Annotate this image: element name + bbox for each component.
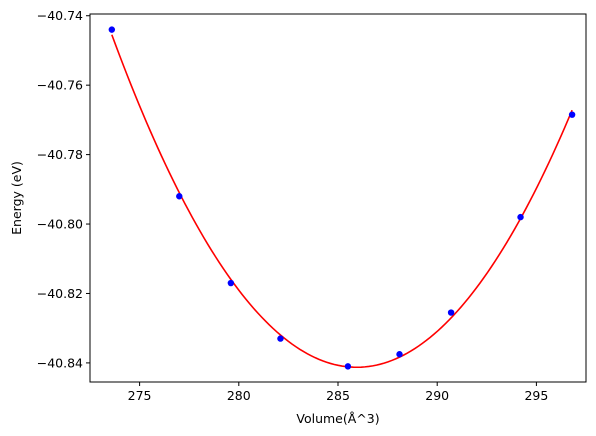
y-tick-label: −40.82 [37, 286, 83, 301]
data-point [344, 363, 352, 370]
data-point [227, 279, 235, 287]
y-axis-label: Energy (eV) [9, 161, 24, 235]
data-point [568, 111, 576, 118]
y-tick-label: −40.76 [37, 78, 83, 93]
fit-curve [111, 34, 573, 369]
x-axis-ticks: 275 280 285 290 295 [128, 382, 548, 403]
x-tick-label: 285 [326, 388, 350, 403]
y-tick-label: −40.78 [37, 147, 83, 162]
x-tick-label: 280 [227, 388, 251, 403]
y-tick-label: −40.80 [37, 217, 83, 232]
x-tick-label: 290 [425, 388, 449, 403]
y-axis-ticks: −40.84 −40.82 −40.80 −40.78 −40.76 −40.74 [37, 8, 90, 370]
x-axis-label: Volume(Å^3) [296, 411, 379, 426]
data-point [517, 213, 524, 221]
plot-area [89, 13, 587, 383]
data-point [447, 309, 455, 316]
data-points [108, 26, 576, 370]
y-tick-label: −40.74 [37, 8, 83, 23]
data-point [277, 335, 284, 342]
x-tick-label: 275 [128, 388, 152, 403]
data-point [108, 26, 116, 33]
data-point [396, 351, 403, 358]
y-tick-label: −40.84 [37, 355, 83, 370]
data-point [176, 193, 183, 200]
x-tick-label: 295 [524, 388, 548, 403]
